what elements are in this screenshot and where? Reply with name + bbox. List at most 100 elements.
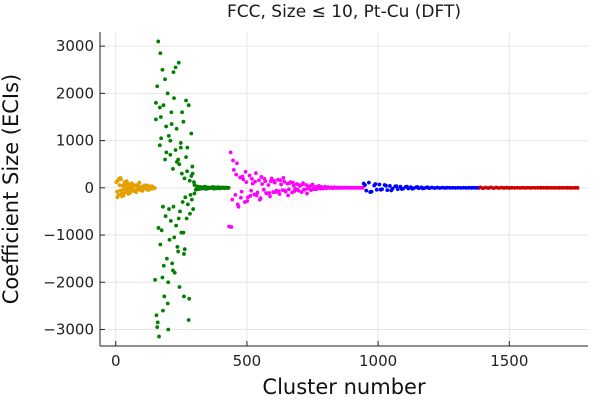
data-point bbox=[254, 193, 259, 198]
data-point bbox=[176, 216, 181, 221]
x-tick-label: 500 bbox=[233, 352, 262, 370]
data-point bbox=[185, 202, 190, 207]
data-point bbox=[364, 188, 369, 193]
data-point bbox=[182, 252, 186, 256]
axis-ticks: 0 500 1000 1500 −3000 −2000 −1000 0 1000 2000 3000 bbox=[43, 37, 528, 370]
data-point bbox=[557, 185, 562, 190]
data-point bbox=[121, 187, 126, 192]
data-point bbox=[168, 152, 173, 157]
data-point bbox=[155, 320, 160, 325]
data-point bbox=[165, 256, 169, 261]
data-point bbox=[262, 176, 267, 181]
data-point bbox=[164, 150, 169, 155]
data-point bbox=[300, 182, 305, 187]
data-point bbox=[377, 182, 382, 187]
data-point bbox=[181, 230, 186, 235]
data-point bbox=[368, 190, 373, 194]
data-point bbox=[266, 183, 271, 187]
data-point bbox=[176, 60, 181, 65]
data-point bbox=[234, 172, 239, 177]
data-point bbox=[124, 187, 129, 192]
data-point bbox=[363, 183, 367, 187]
data-point bbox=[253, 179, 257, 184]
data-point bbox=[474, 185, 479, 190]
data-point bbox=[172, 96, 176, 101]
data-point bbox=[120, 184, 125, 188]
data-point bbox=[139, 188, 143, 193]
data-point bbox=[159, 228, 164, 233]
series-2 bbox=[227, 150, 365, 229]
x-axis-label: Cluster number bbox=[262, 375, 426, 399]
data-point bbox=[163, 157, 167, 162]
data-point bbox=[180, 110, 185, 115]
data-point bbox=[153, 117, 158, 122]
data-point bbox=[292, 189, 297, 194]
data-point bbox=[384, 183, 388, 188]
data-point bbox=[360, 185, 365, 190]
data-point bbox=[243, 169, 248, 174]
data-point bbox=[123, 179, 128, 184]
data-point bbox=[175, 244, 180, 249]
data-point bbox=[160, 275, 165, 280]
data-point bbox=[165, 91, 170, 96]
data-point bbox=[174, 159, 179, 164]
data-point bbox=[153, 277, 158, 282]
data-point bbox=[231, 158, 235, 163]
y-tick-label: −3000 bbox=[43, 320, 94, 338]
data-point bbox=[182, 247, 187, 252]
y-axis-label: Coefficient Size (ECIs) bbox=[0, 74, 23, 305]
data-point bbox=[181, 119, 186, 124]
data-point bbox=[158, 115, 163, 119]
data-point bbox=[268, 179, 273, 184]
data-point bbox=[190, 171, 195, 176]
data-point bbox=[157, 105, 162, 110]
data-point bbox=[161, 204, 165, 209]
data-point bbox=[148, 184, 153, 189]
data-point bbox=[389, 188, 394, 193]
data-point bbox=[244, 180, 249, 185]
data-point bbox=[309, 183, 314, 188]
data-point bbox=[161, 103, 166, 108]
data-point bbox=[192, 191, 197, 196]
data-point bbox=[229, 225, 234, 229]
y-tick-label: 2000 bbox=[56, 84, 94, 102]
data-point bbox=[279, 182, 283, 187]
data-point bbox=[186, 103, 191, 108]
data-point bbox=[314, 187, 319, 192]
data-point bbox=[173, 65, 178, 70]
data-point bbox=[171, 268, 175, 273]
data-point bbox=[173, 148, 178, 152]
data-point bbox=[374, 187, 379, 192]
data-point bbox=[538, 185, 543, 190]
data-point bbox=[167, 207, 171, 211]
data-point bbox=[178, 209, 182, 214]
data-point bbox=[249, 188, 254, 193]
data-point bbox=[466, 185, 471, 190]
data-point bbox=[158, 242, 163, 247]
series-3 bbox=[361, 180, 482, 194]
data-point bbox=[156, 226, 161, 230]
data-point bbox=[290, 180, 295, 185]
data-point bbox=[544, 185, 548, 190]
data-point bbox=[163, 77, 167, 82]
data-point bbox=[161, 308, 165, 313]
data-point bbox=[295, 187, 300, 192]
data-point bbox=[572, 185, 577, 190]
data-point bbox=[264, 191, 268, 195]
data-point bbox=[161, 263, 166, 268]
data-point bbox=[426, 185, 430, 190]
data-point bbox=[420, 186, 425, 191]
data-point bbox=[189, 131, 194, 136]
data-point bbox=[185, 145, 190, 150]
data-point bbox=[268, 194, 272, 199]
data-point bbox=[184, 155, 188, 160]
data-point bbox=[278, 178, 283, 183]
data-point bbox=[260, 182, 265, 186]
data-point bbox=[247, 173, 252, 178]
data-point bbox=[160, 67, 165, 72]
data-point bbox=[378, 187, 383, 192]
chart-title: FCC, Size ≤ 10, Pt-Cu (DFT) bbox=[227, 2, 461, 22]
data-point bbox=[171, 204, 176, 209]
data-point bbox=[230, 197, 235, 202]
